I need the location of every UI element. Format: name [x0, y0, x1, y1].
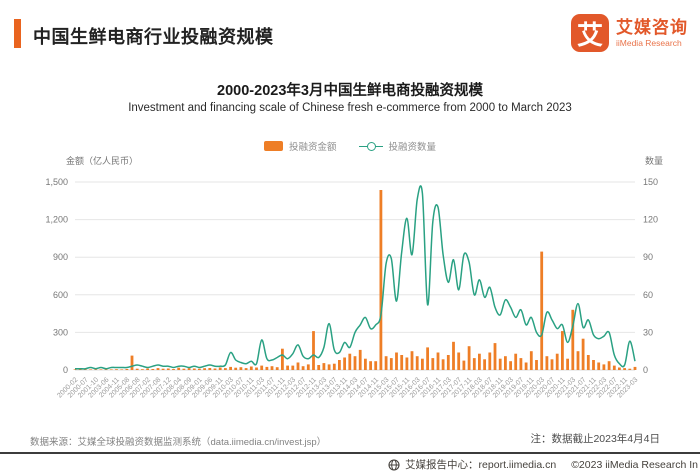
svg-text:600: 600: [53, 290, 68, 300]
svg-text:300: 300: [53, 327, 68, 337]
combo-chart: 0 0 300 30 600 60 900 90 1,200 120 1,500 150 金额（亿人民币…: [45, 155, 663, 400]
line-swatch-marker-icon: [366, 142, 376, 151]
data-source-text: 数据来源：艾媒全球投融资数据监测系统（data.iimedia.cn/inves…: [30, 437, 327, 448]
globe-icon: [388, 458, 400, 471]
svg-text:30: 30: [643, 327, 653, 337]
report-center-text: 艾媒报告中心：report.iimedia.cn: [405, 459, 557, 471]
svg-text:0: 0: [63, 365, 68, 375]
copyright-text: ©2023 iiMedia Research In: [571, 458, 698, 471]
svg-text:120: 120: [643, 215, 658, 225]
svg-text:90: 90: [643, 252, 653, 262]
logo-text: 艾媒咨询 iiMedia Research: [616, 19, 688, 48]
legend-amount-label: 投融资金额: [288, 142, 337, 153]
logo-name-cn: 艾媒咨询: [616, 17, 688, 37]
svg-text:0: 0: [643, 365, 648, 375]
logo-mark-icon: 艾: [571, 14, 609, 52]
legend-item-count: 投融资数量: [358, 139, 437, 153]
logo-name-en: iiMedia Research: [616, 37, 682, 48]
svg-text:数量: 数量: [645, 155, 663, 166]
svg-text:1,200: 1,200: [45, 215, 68, 225]
page-title: 中国生鲜电商行业投融资规模: [33, 27, 274, 47]
chart-legend: 投融资金额 投融资数量: [0, 139, 700, 153]
legend-item-amount: 投融资金额: [263, 139, 337, 153]
legend-count-label: 投融资数量: [388, 142, 437, 153]
svg-text:60: 60: [643, 290, 653, 300]
chart-subtitle: Investment and financing scale of Chines…: [128, 102, 572, 114]
iimedia-logo: 艾 艾媒咨询 iiMedia Research: [571, 14, 688, 52]
chart-title: 2000-2023年3月中国生鲜电商投融资规模: [217, 83, 483, 99]
line-series-swatch: [358, 142, 383, 151]
svg-text:150: 150: [643, 177, 658, 187]
svg-text:金额（亿人民币）: 金额（亿人民币）: [66, 155, 138, 166]
report-center-bar: 艾媒报告中心：report.iimedia.cn ©2023 iiMedia R…: [388, 457, 698, 472]
bar-series-swatch: [263, 141, 283, 151]
data-note-text: 注：数据截止2023年4月4日: [530, 433, 660, 445]
footer-divider: [0, 452, 700, 454]
svg-text:1,500: 1,500: [45, 177, 68, 187]
header-accent-bar: [14, 19, 21, 48]
svg-text:900: 900: [53, 252, 68, 262]
